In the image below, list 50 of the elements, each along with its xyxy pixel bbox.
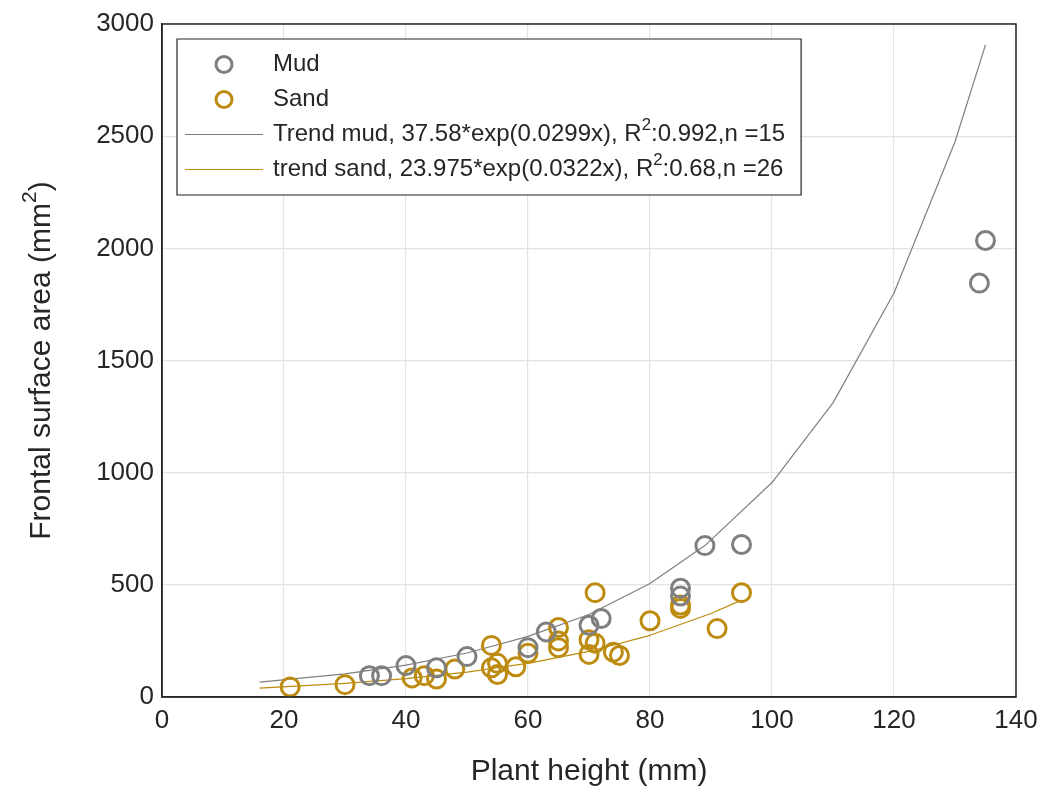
point <box>731 533 752 555</box>
x-tick-label: 100 <box>750 703 794 734</box>
x-tick-label: 20 <box>269 703 299 734</box>
y-tick-label: 500 <box>110 568 154 599</box>
point <box>578 614 600 636</box>
x-tick-label: 60 <box>513 703 543 734</box>
point <box>426 657 447 679</box>
point <box>535 621 557 643</box>
point <box>584 582 606 604</box>
point <box>975 229 996 251</box>
x-tick-label: 80 <box>635 703 665 734</box>
point <box>706 618 728 640</box>
legend-label: Mud <box>273 49 320 77</box>
y-tick-label: 3000 <box>96 7 154 38</box>
y-tick-label: 0 <box>139 680 154 711</box>
y-tick-label: 1000 <box>96 455 154 486</box>
point <box>480 657 502 679</box>
point <box>505 656 527 678</box>
point <box>639 610 661 632</box>
x-tick-label: 40 <box>391 703 421 734</box>
point <box>517 637 539 659</box>
point <box>487 652 508 674</box>
point <box>548 637 569 659</box>
point <box>487 664 508 686</box>
x-tick-label: 120 <box>872 703 916 734</box>
point <box>334 674 356 696</box>
point <box>670 585 691 607</box>
point <box>602 641 624 663</box>
legend-label: Sand <box>273 84 330 112</box>
point <box>670 577 691 599</box>
x-tick-label: 140 <box>994 703 1038 734</box>
point <box>578 629 600 651</box>
y-tick-label: 2000 <box>96 231 154 262</box>
y-tick-label: 2500 <box>96 119 154 150</box>
point <box>584 632 606 654</box>
point <box>371 665 393 687</box>
point <box>395 655 417 677</box>
point <box>279 676 301 697</box>
point <box>694 535 716 557</box>
point <box>358 665 380 687</box>
y-tick-label: 1500 <box>96 343 154 374</box>
point <box>968 272 990 294</box>
point <box>480 634 502 656</box>
point <box>731 582 752 604</box>
x-axis-title: Plant height (mm) <box>470 753 708 787</box>
point <box>578 643 600 665</box>
y-axis-title: Frontal surface area (mm2) <box>16 181 57 540</box>
point <box>456 646 478 668</box>
point <box>609 645 630 666</box>
point <box>590 607 612 629</box>
